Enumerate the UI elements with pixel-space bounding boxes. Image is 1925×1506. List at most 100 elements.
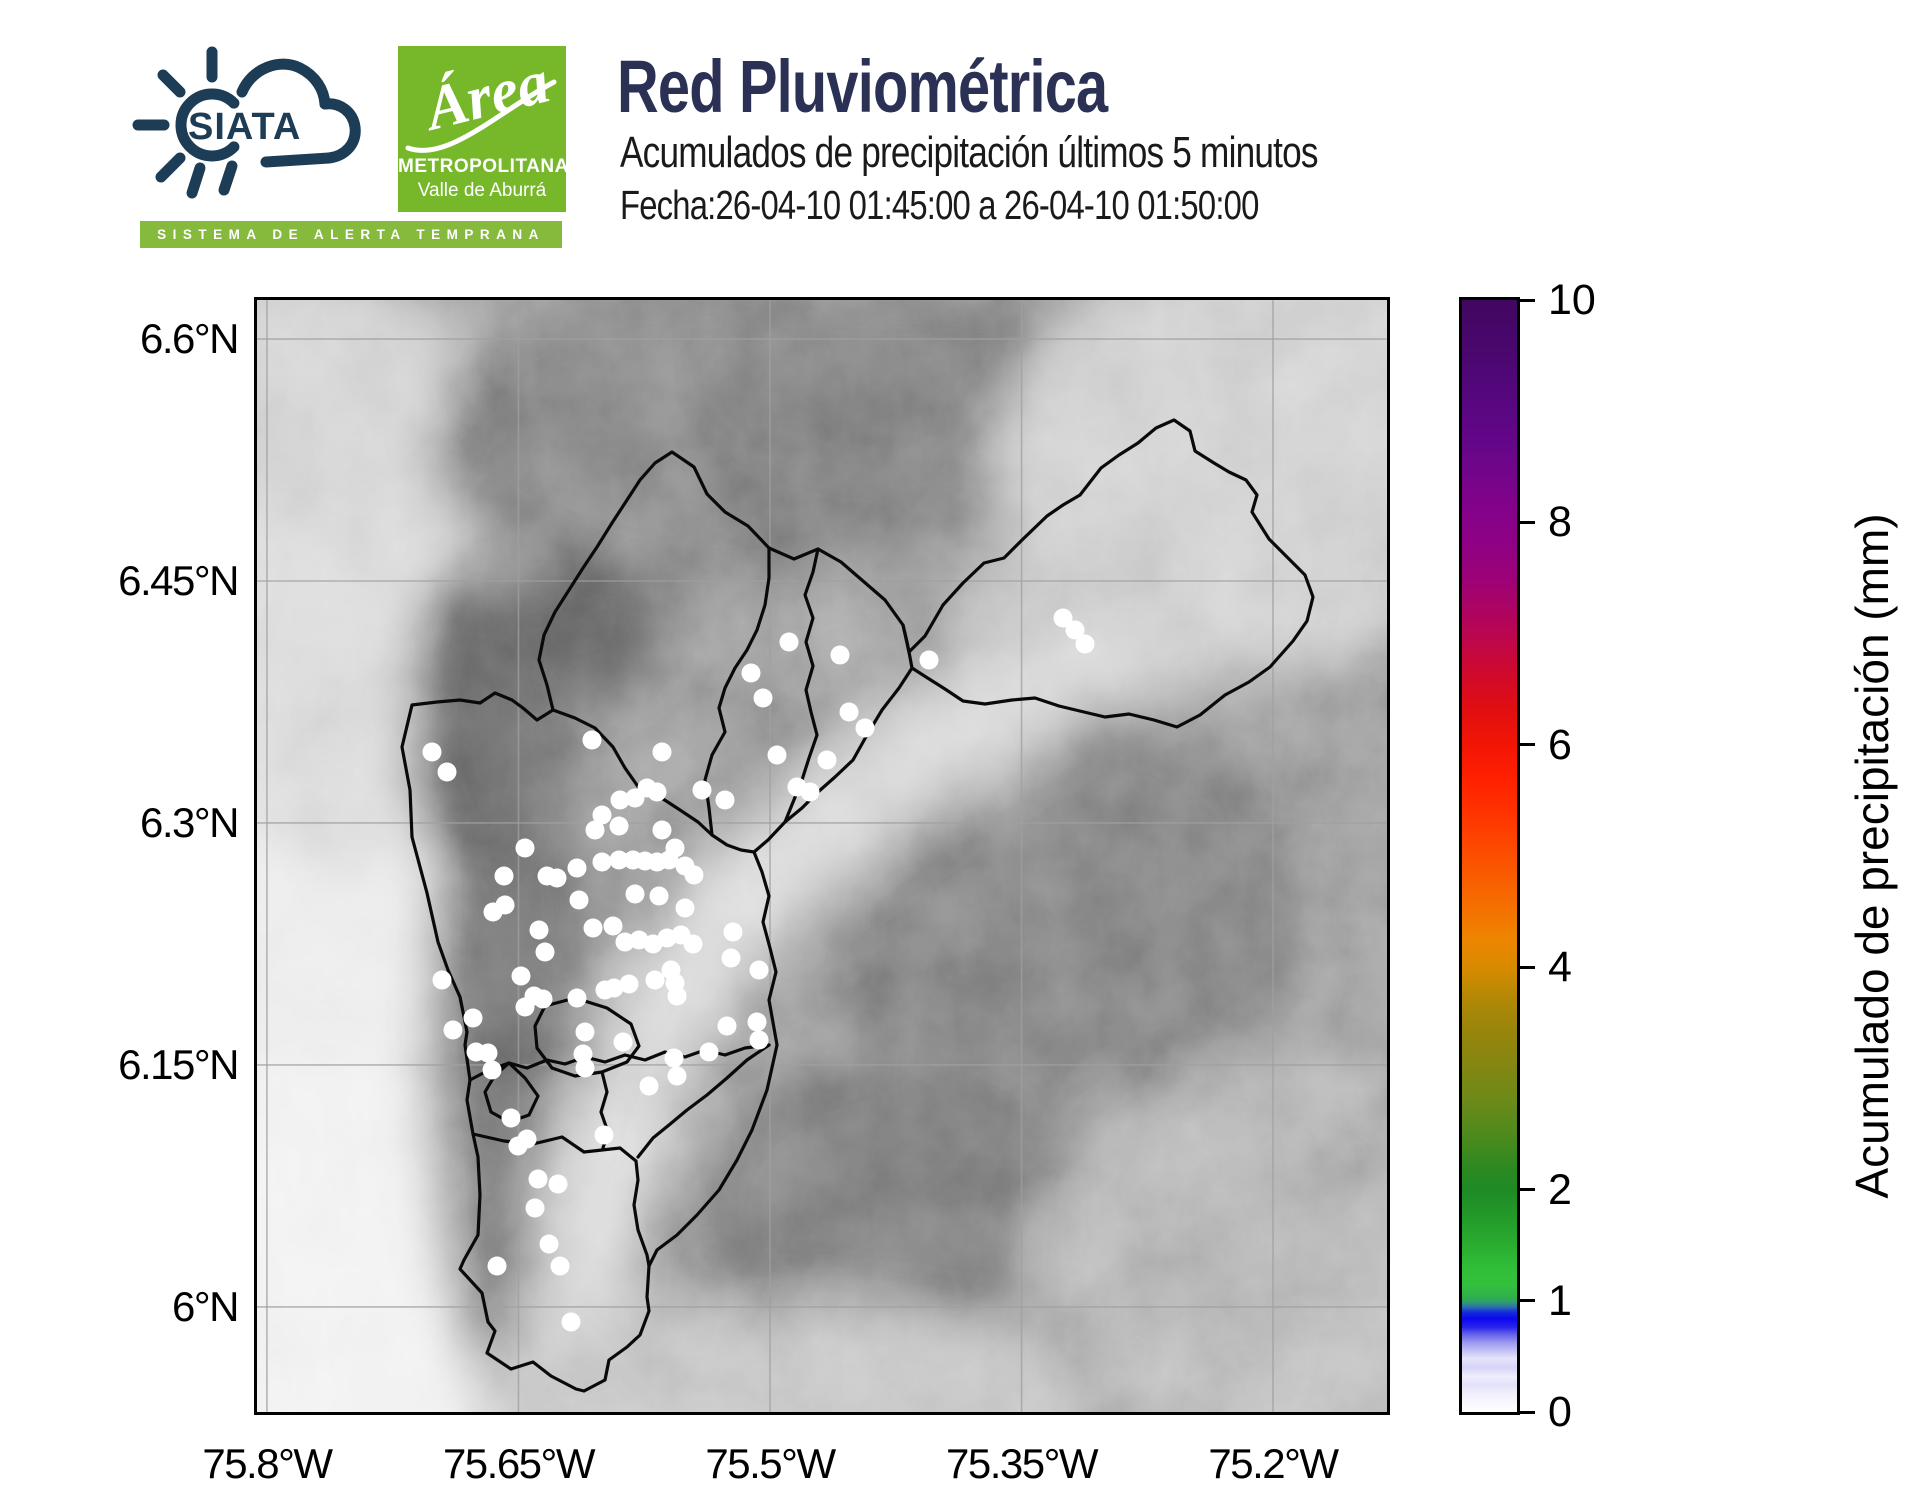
station-dot <box>437 762 457 782</box>
colorbar-tick-label: 10 <box>1548 276 1596 324</box>
station-dot <box>515 997 535 1017</box>
station-dot <box>550 1256 570 1276</box>
station-dot <box>525 1198 545 1218</box>
station-dot <box>625 788 645 808</box>
graticule <box>257 300 1387 1412</box>
station-dot <box>749 1030 769 1050</box>
amva-line2: Valle de Aburrá <box>417 180 547 201</box>
colorbar-tick-mark <box>1520 520 1535 524</box>
station-dot <box>592 852 612 872</box>
station-dot <box>723 922 743 942</box>
station-dot <box>817 750 837 770</box>
siata-sun-cloud-icon <box>132 46 361 199</box>
station-dot <box>529 920 549 940</box>
station-dot <box>610 790 630 810</box>
station-dot <box>569 890 589 910</box>
station-dot <box>528 1169 548 1189</box>
colorbar-tick-label: 4 <box>1548 943 1572 992</box>
colorbar <box>1459 297 1520 1415</box>
station-dot <box>667 986 687 1006</box>
station-dot <box>639 1076 659 1096</box>
colorbar-tick-label: 2 <box>1548 1165 1572 1214</box>
station-dot <box>683 934 703 954</box>
amva-logo: Área METROPOLITANA Valle de Aburrá <box>398 46 569 212</box>
station-dot <box>749 960 769 980</box>
map-axes <box>254 297 1390 1415</box>
station-dot <box>684 865 704 885</box>
station-dot <box>800 782 820 802</box>
x-tick-label: 75.2°W <box>1208 1440 1339 1487</box>
station-dot <box>592 805 612 825</box>
station-dot <box>619 974 639 994</box>
x-tick-label: 75.8°W <box>202 1440 333 1487</box>
page-subtitle: Acumulados de precipitación últimos 5 mi… <box>620 128 1319 177</box>
colorbar-tick-mark <box>1520 1410 1535 1414</box>
colorbar-tick-label: 1 <box>1548 1276 1572 1325</box>
station-dot <box>533 989 553 1009</box>
amva-swoosh <box>405 79 557 153</box>
colorbar-tick-label: 8 <box>1548 498 1572 547</box>
station-dot <box>515 838 535 858</box>
station-dot <box>647 782 667 802</box>
colorbar-label: Acumulado de precipitación (mm) <box>1846 513 1898 1199</box>
colorbar-tick-label: 0 <box>1548 1388 1572 1436</box>
siata-logo: SIATA <box>132 46 361 199</box>
station-dot <box>645 970 665 990</box>
terrain-relief <box>257 300 1387 1412</box>
station-dot <box>603 916 623 936</box>
station-dot <box>699 1042 719 1062</box>
station-dot <box>547 868 567 888</box>
station-dot <box>1065 620 1085 640</box>
station-dot <box>535 942 555 962</box>
amva-script-icon: Área <box>405 52 557 153</box>
x-tick-label: 75.65°W <box>442 1440 596 1487</box>
station-dot <box>830 645 850 665</box>
station-dot <box>582 730 602 750</box>
station-dot <box>664 1048 684 1068</box>
station-dot <box>659 850 679 870</box>
y-tick-label: 6.3°N <box>139 798 240 846</box>
siata-tagline-text: SISTEMA DE ALERTA TEMPRANA <box>157 227 545 242</box>
date-range: Fecha:26-04-10 01:45:00 a 26-04-10 01:50… <box>620 182 1259 228</box>
station-dot <box>753 688 773 708</box>
station-dot <box>767 745 787 765</box>
station-dot <box>919 650 939 670</box>
y-tick-label: 6.6°N <box>139 315 240 363</box>
station-dot <box>567 988 587 1008</box>
station-dot <box>839 702 859 722</box>
amva-line1: METROPOLITANA <box>398 156 569 177</box>
station-dot <box>609 850 629 870</box>
colorbar-tick-mark <box>1520 1188 1535 1192</box>
station-dot <box>692 780 712 800</box>
station-dot <box>667 1066 687 1086</box>
station-dot <box>585 820 605 840</box>
y-tick-label: 6°N <box>172 1282 240 1330</box>
station-dot <box>422 742 442 762</box>
siata-logo-text: SIATA <box>188 106 301 148</box>
station-dot <box>1075 634 1095 654</box>
station-dot <box>487 1256 507 1276</box>
station-dot <box>567 858 587 878</box>
y-tick-label: 6.15°N <box>118 1040 239 1088</box>
station-dot <box>539 1234 559 1254</box>
station-dot <box>721 948 741 968</box>
x-tick-label: 75.35°W <box>946 1440 1099 1487</box>
station-dot <box>594 1125 614 1145</box>
station-dot <box>652 742 672 762</box>
station-dot <box>613 1032 633 1052</box>
station-dot <box>561 1312 581 1332</box>
y-tick-label: 6.45°N <box>118 557 239 604</box>
station-dot <box>652 820 672 840</box>
station-dot <box>675 898 695 918</box>
station-dot <box>463 1008 483 1028</box>
x-tick-label: 75.5°W <box>705 1440 836 1487</box>
station-dot <box>478 1043 498 1063</box>
colorbar-tick-mark <box>1520 743 1535 747</box>
station-dot <box>501 1108 521 1128</box>
station-dot <box>741 663 761 683</box>
station-dot <box>604 978 624 998</box>
station-dot <box>548 1174 568 1194</box>
station-dot <box>625 884 645 904</box>
station-dot <box>517 1129 537 1149</box>
